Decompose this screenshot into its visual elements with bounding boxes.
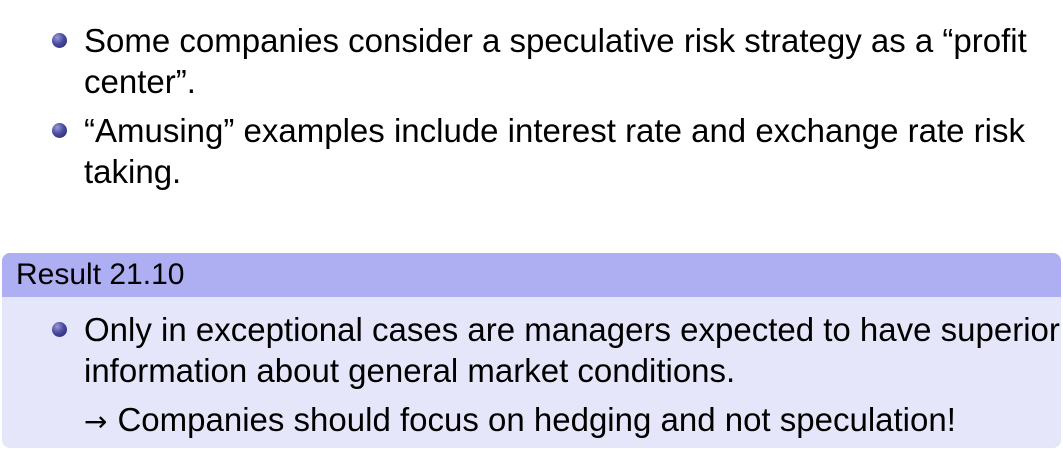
conclusion-text: Companies should focus on hedging and no…	[117, 401, 956, 438]
result-title: Result 21.10	[2, 253, 1061, 297]
result-bullet-text: Only in exceptional cases are managers e…	[84, 311, 1060, 389]
bullet-text: “Amusing” examples include interest rate…	[84, 112, 1025, 190]
result-conclusion: → Companies should focus on hedging and n…	[52, 399, 1061, 442]
bullet-item: “Amusing” examples include interest rate…	[52, 110, 1057, 192]
result-bullet-item: Only in exceptional cases are managers e…	[52, 309, 1061, 391]
right-arrow-icon: →	[84, 405, 108, 438]
result-body: Only in exceptional cases are managers e…	[2, 297, 1061, 442]
bullet-list: Some companies consider a speculative ri…	[52, 20, 1057, 200]
result-block: Result 21.10 Only in exceptional cases a…	[2, 253, 1061, 448]
bullet-item: Some companies consider a speculative ri…	[52, 20, 1057, 102]
bullet-dot-icon	[52, 322, 67, 337]
bullet-text: Some companies consider a speculative ri…	[84, 22, 1027, 100]
bullet-dot-icon	[52, 33, 67, 48]
bullet-dot-icon	[52, 123, 67, 138]
